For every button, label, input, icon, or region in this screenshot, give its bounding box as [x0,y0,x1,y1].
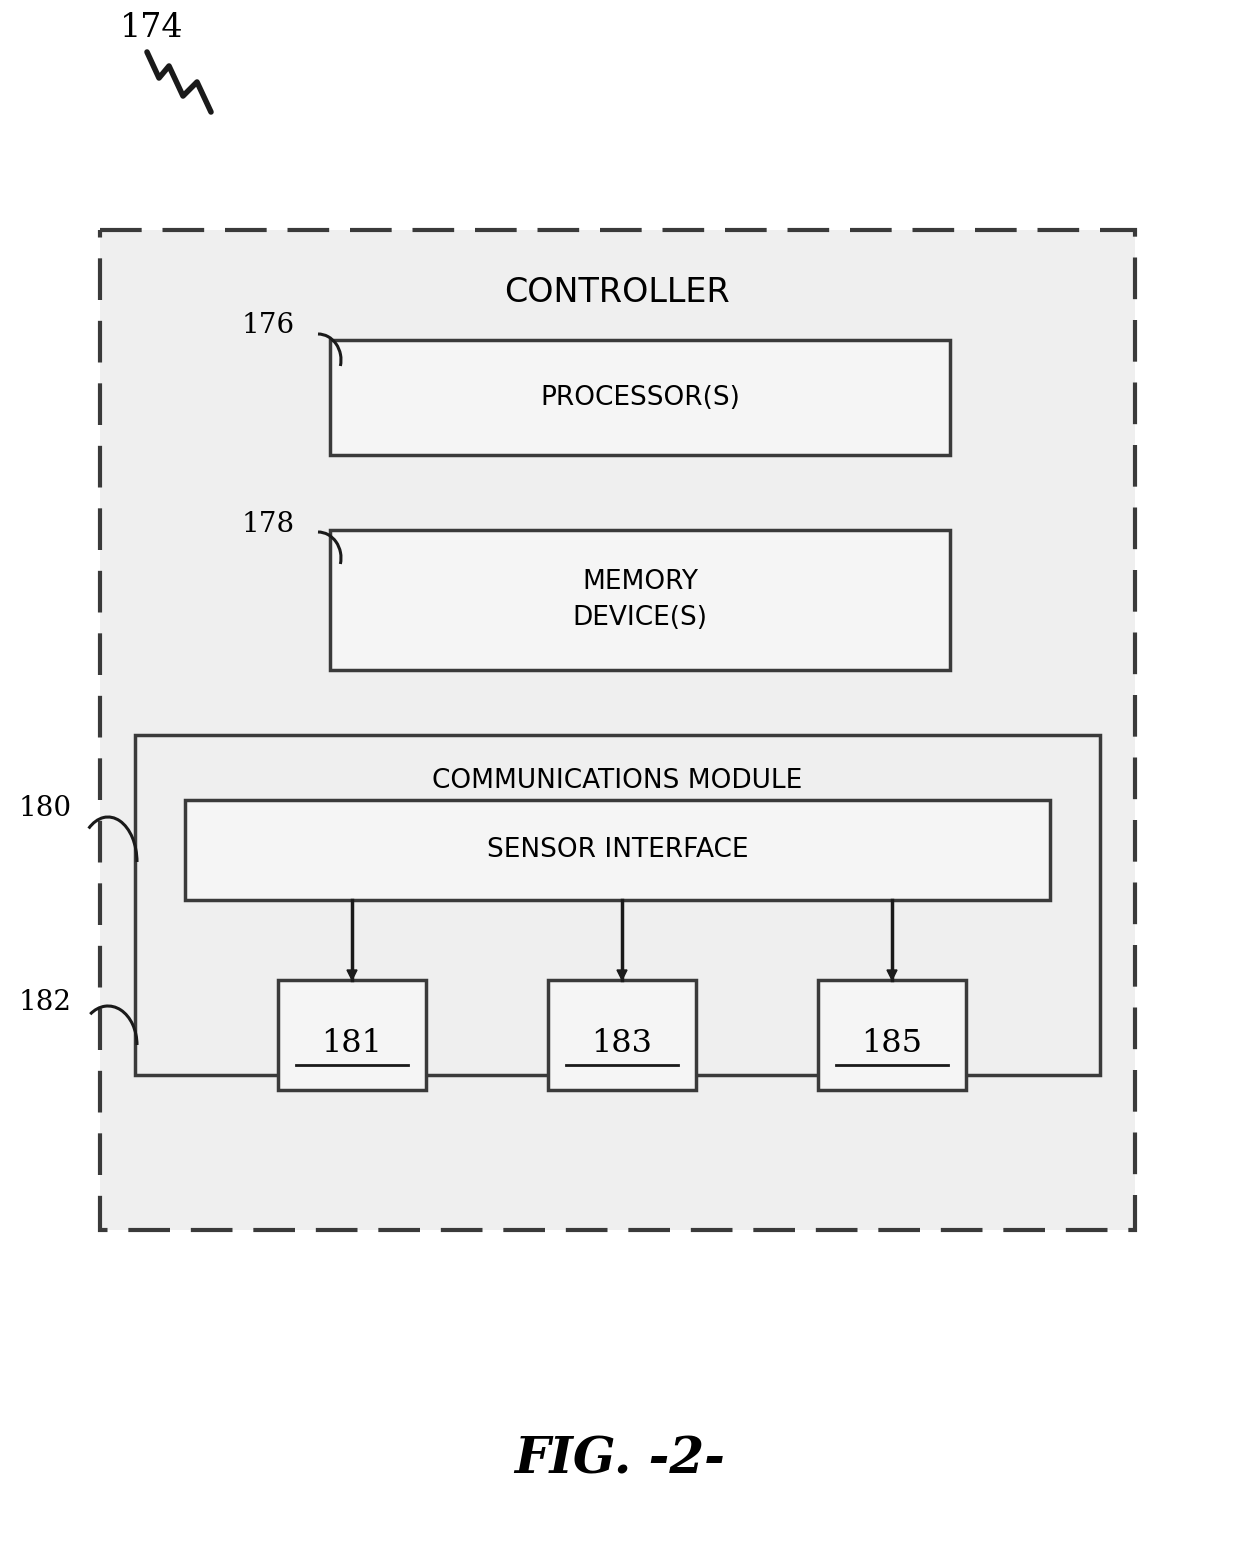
Bar [548,980,696,1090]
Text: 180: 180 [19,795,72,821]
Text: 185: 185 [862,1028,923,1059]
Text: MEMORY
DEVICE(S): MEMORY DEVICE(S) [573,569,708,631]
Text: 174: 174 [120,12,184,44]
Polygon shape [618,970,627,980]
Text: COMMUNICATIONS MODULE: COMMUNICATIONS MODULE [433,768,802,795]
Text: 178: 178 [242,512,295,538]
Bar [818,980,966,1090]
Text: 176: 176 [242,311,295,339]
Text: SENSOR INTERFACE: SENSOR INTERFACE [487,837,748,863]
Text: PROCESSOR(S): PROCESSOR(S) [541,384,740,411]
Text: 183: 183 [591,1028,652,1059]
Bar [278,980,427,1090]
Bar [330,530,950,670]
Bar [100,230,1135,1230]
Text: CONTROLLER: CONTROLLER [505,275,730,308]
Bar [330,341,950,456]
Text: FIG. -2-: FIG. -2- [515,1435,725,1485]
Polygon shape [887,970,897,980]
Polygon shape [347,970,357,980]
Text: 182: 182 [19,989,72,1015]
Bar [135,736,1100,1075]
Bar [185,799,1050,900]
Text: 181: 181 [321,1028,382,1059]
